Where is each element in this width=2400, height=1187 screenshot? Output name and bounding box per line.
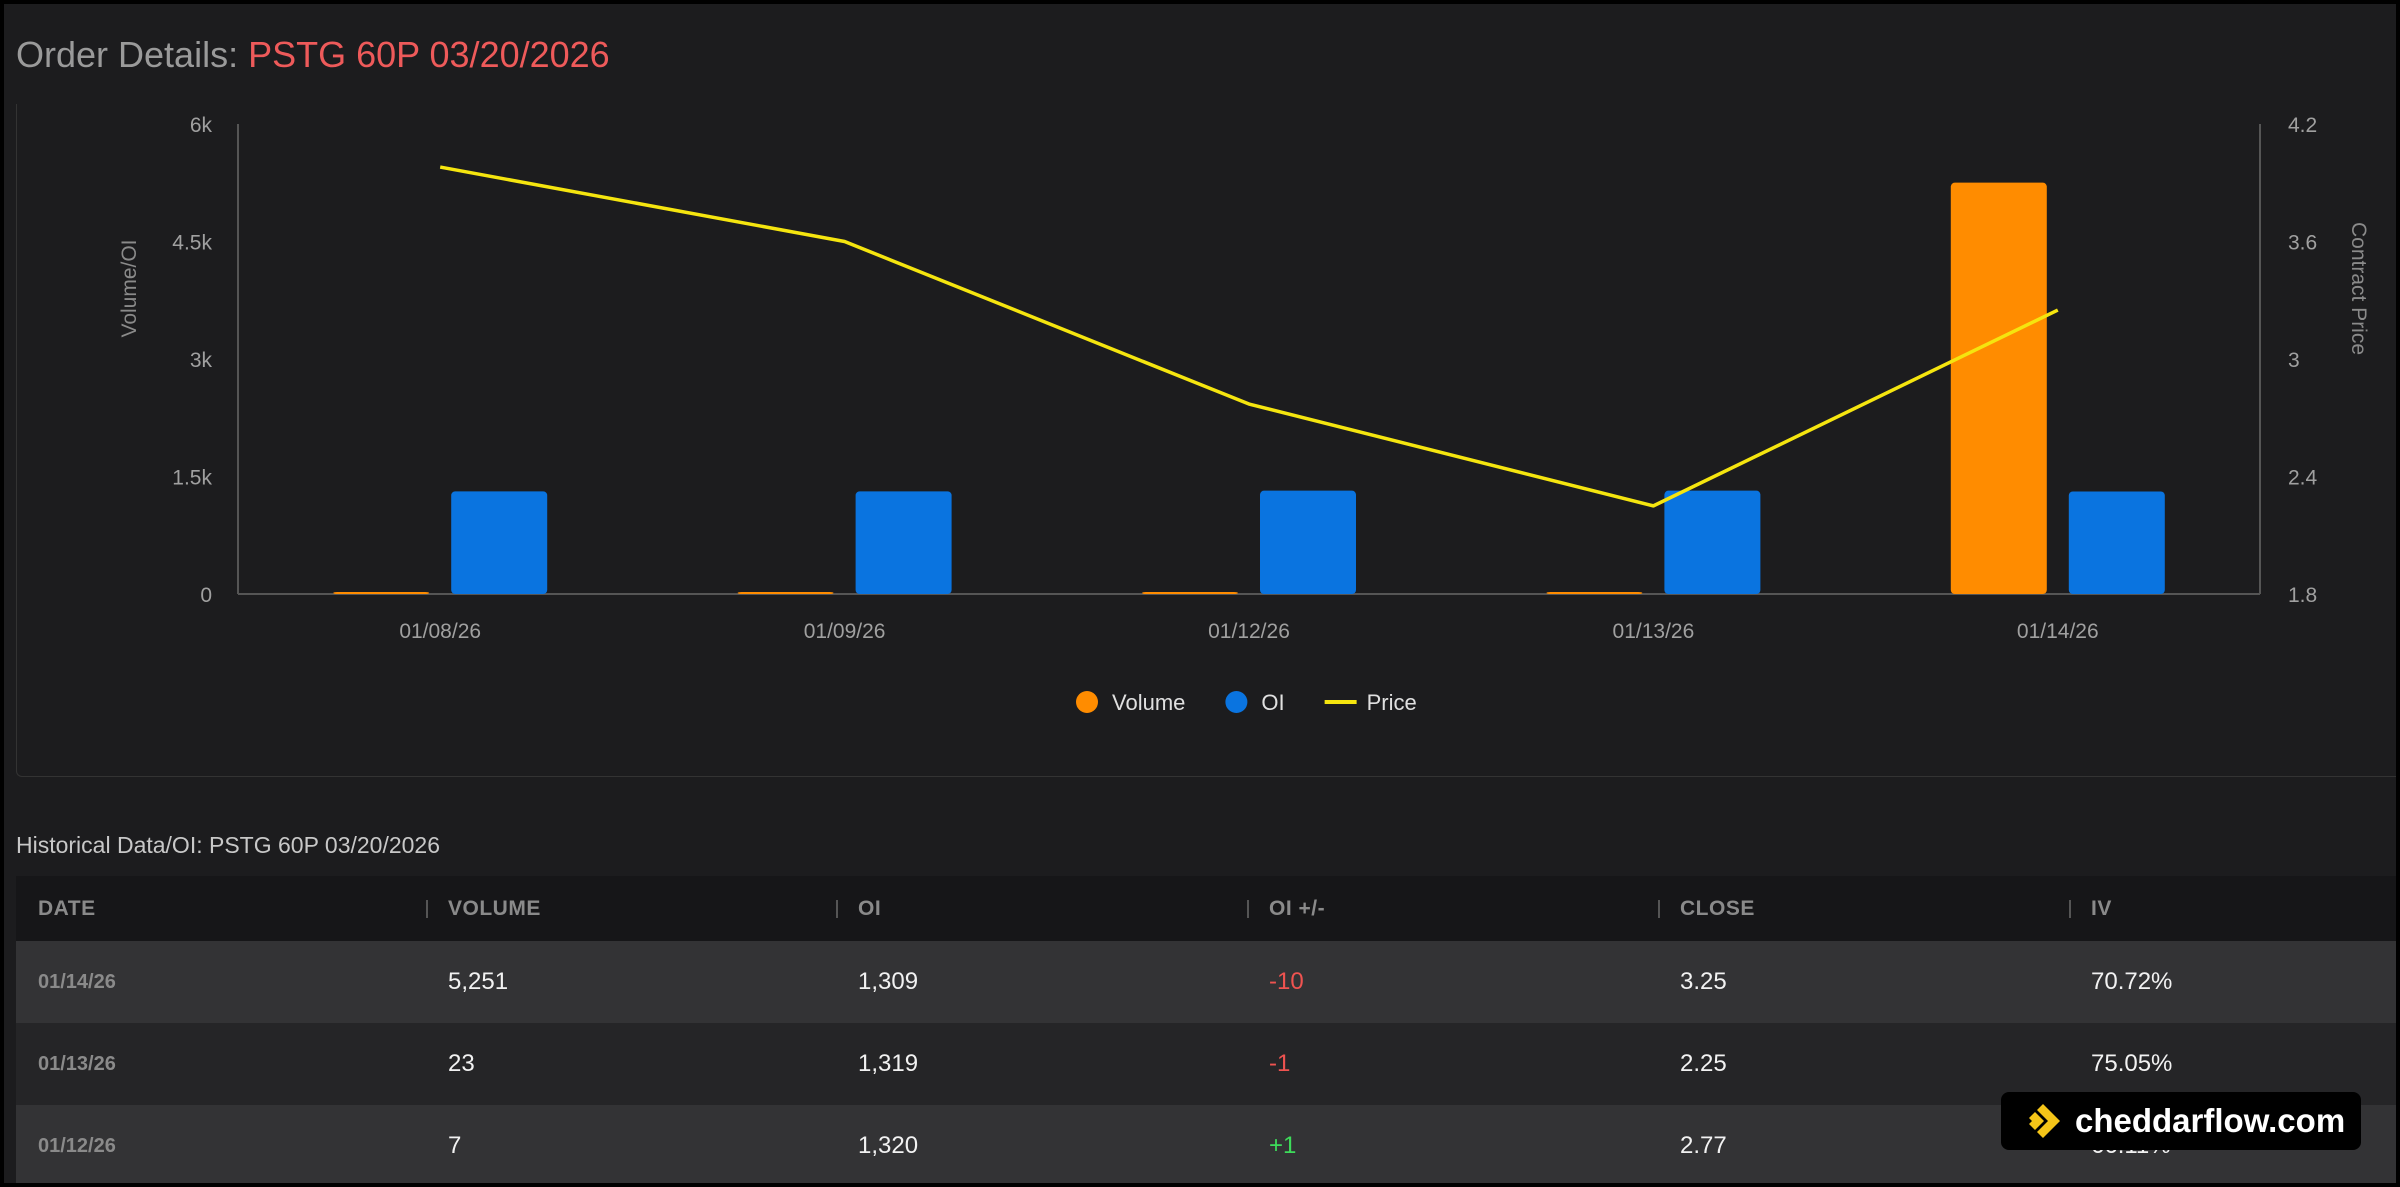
cell-oi-change: -10 [1269, 968, 1304, 995]
volume-oi-price-chart: 0 1.5k 3k 4.5k 6k 1.8 2.4 3 3.6 4.2 Volume/OI Contr… [118, 114, 2370, 715]
cell-iv: 70.72% [2091, 968, 2173, 995]
table-row[interactable]: 01/12/26 7 1,320 +1 2.77 66.11% [16, 1105, 2396, 1183]
volume-bar [1142, 592, 1238, 594]
column-header-oi[interactable]: OI [836, 876, 881, 941]
table-row[interactable]: 01/14/26 5,251 1,309 -10 3.25 70.72% [16, 941, 2396, 1023]
y-left-tick-label: 3k [190, 349, 213, 372]
legend-label: Price [1367, 690, 1417, 715]
oi-bar [2068, 491, 2165, 594]
x-tick-label: 01/13/26 [1613, 620, 1695, 643]
volume-bar [333, 592, 430, 594]
cell-close: 2.25 [1680, 1050, 1727, 1077]
y-right-tick-label: 3.6 [2288, 232, 2317, 255]
cell-close: 3.25 [1680, 968, 1727, 995]
legend-label: OI [1261, 690, 1284, 715]
legend-item-oi[interactable]: OI [1225, 690, 1285, 715]
cell-oi-change: -1 [1269, 1050, 1291, 1077]
volume-bar [737, 592, 834, 594]
title-label: Order Details: [16, 34, 239, 75]
volume-legend-dot [1076, 691, 1098, 713]
y-right-tick-label: 1.8 [2288, 584, 2317, 607]
cell-oi: 1,319 [858, 1050, 919, 1077]
cell-volume: 5,251 [448, 968, 509, 995]
cell-oi-change: +1 [1269, 1132, 1297, 1159]
contract-symbol: PSTG 60P 03/20/2026 [248, 34, 610, 75]
y-left-axis-title: Volume/OI [118, 239, 141, 337]
cell-oi: 1,320 [858, 1132, 919, 1159]
cell-volume: 7 [448, 1132, 462, 1159]
oi-bar [1260, 490, 1356, 594]
y-right-axis-title: Contract Price [2347, 222, 2370, 355]
watermark-text: cheddarflow.com [2075, 1102, 2346, 1139]
historical-table: DATE VOLUME OI OI +/- CLOSE IV 01/14/26 … [16, 876, 2396, 1183]
order-details-panel: Order Details: PSTG 60P 03/20/2026 0 1.5k… [4, 4, 2396, 1183]
y-right-tick-label: 4.2 [2288, 114, 2317, 137]
oi-legend-dot [1225, 691, 1248, 713]
page-title: Order Details: PSTG 60P 03/20/2026 [16, 34, 610, 76]
cheddarflow-logo-icon [2029, 1104, 2060, 1138]
column-header-oi-change[interactable]: OI +/- [1247, 876, 1325, 941]
cell-iv: 75.05% [2091, 1050, 2173, 1077]
legend-label: Volume [1112, 690, 1185, 715]
oi-bar [1664, 490, 1761, 594]
cell-oi: 1,309 [858, 968, 919, 995]
column-header-close[interactable]: CLOSE [1658, 876, 1755, 941]
y-left-tick-label: 6k [190, 114, 213, 137]
x-tick-label: 01/09/26 [804, 620, 886, 643]
legend-item-volume[interactable]: Volume [1076, 690, 1185, 715]
historical-title: Historical Data/OI: PSTG 60P 03/20/2026 [16, 832, 441, 858]
cell-date: 01/12/26 [38, 1135, 116, 1157]
y-right-tick-label: 3 [2288, 349, 2300, 372]
watermark-badge: cheddarflow.com [2001, 1092, 2361, 1150]
legend-item-price[interactable]: Price [1324, 690, 1417, 715]
table-row[interactable]: 01/13/26 23 1,319 -1 2.25 75.05% [16, 1023, 2396, 1105]
cell-volume: 23 [448, 1050, 475, 1077]
table-header: DATE VOLUME OI OI +/- CLOSE IV [16, 876, 2396, 941]
cell-close: 2.77 [1680, 1132, 1727, 1159]
column-header-iv[interactable]: IV [2069, 876, 2112, 941]
x-tick-label: 01/14/26 [2017, 620, 2099, 643]
column-header-date[interactable]: DATE [38, 897, 96, 920]
oi-bar [855, 491, 952, 594]
y-left-tick-label: 4.5k [172, 232, 212, 255]
x-tick-label: 01/08/26 [399, 620, 481, 643]
price-line [439, 165, 2059, 508]
volume-bar [1546, 592, 1643, 594]
x-tick-label: 01/12/26 [1208, 620, 1290, 643]
column-header-volume[interactable]: VOLUME [426, 876, 541, 941]
chart-panel [16, 104, 2396, 777]
y-right-tick-label: 2.4 [2288, 467, 2318, 490]
oi-bar [451, 491, 548, 594]
volume-bar [1950, 182, 2047, 594]
cell-date: 01/14/26 [38, 971, 116, 993]
y-left-tick-label: 0 [200, 584, 212, 607]
cell-date: 01/13/26 [38, 1053, 116, 1075]
y-left-tick-label: 1.5k [172, 467, 212, 490]
